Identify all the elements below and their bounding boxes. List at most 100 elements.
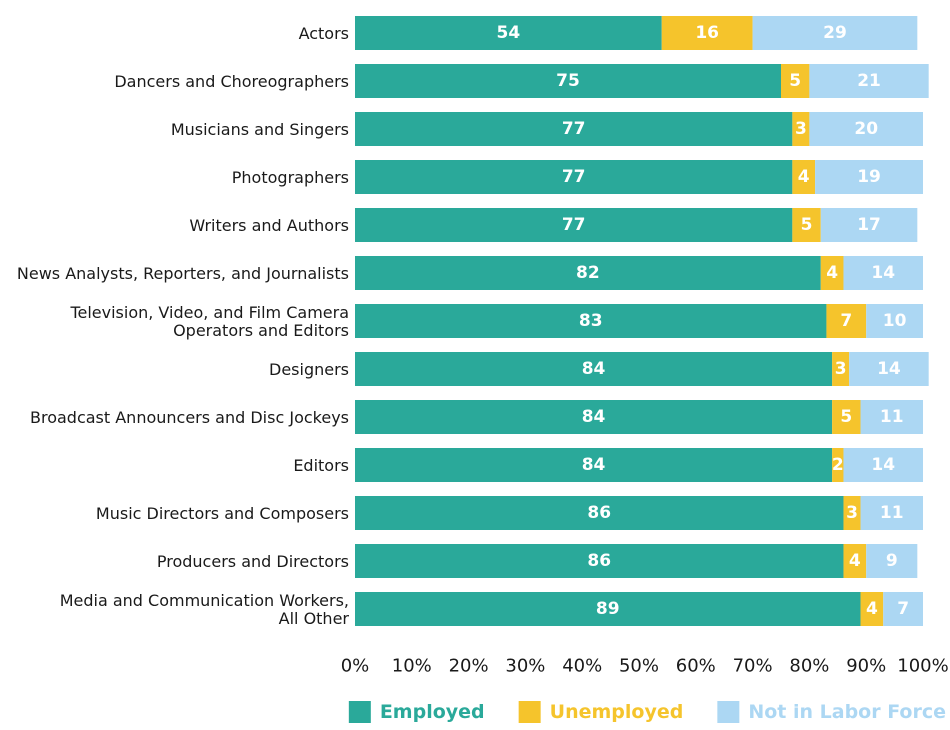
x-tick-label: 30%	[505, 656, 545, 677]
x-tick-label: 80%	[789, 656, 829, 677]
category-label: Musicians and Singers	[171, 120, 349, 139]
legend-swatch-unemployed	[518, 701, 541, 723]
bar-unemployed	[792, 112, 810, 146]
category-label: Music Directors and Composers	[96, 504, 349, 523]
category-label: Producers and Directors	[157, 552, 349, 571]
data-label-unemployed: 5	[840, 407, 852, 427]
bar-not-in-labor-force	[815, 160, 923, 194]
data-label-employed: 83	[579, 311, 603, 331]
x-tick-label: 0%	[341, 656, 370, 677]
bar-not-in-labor-force	[849, 352, 929, 386]
category-label: Media and Communication Workers, All Othe…	[60, 591, 350, 628]
data-label-unemployed: 2	[832, 455, 844, 475]
bar-unemployed	[781, 64, 810, 98]
bar-not-in-labor-force	[866, 544, 918, 578]
category-label: Designers	[269, 360, 349, 379]
bar-employed	[355, 112, 793, 146]
bar-not-in-labor-force	[809, 112, 923, 146]
x-tick-label: 50%	[619, 656, 659, 677]
data-label-not-in-labor-force: 11	[880, 407, 904, 427]
data-label-unemployed: 3	[846, 503, 858, 523]
data-label-unemployed: 4	[798, 167, 810, 187]
bar-employed	[355, 208, 793, 242]
bar-not-in-labor-force	[860, 496, 923, 530]
data-label-not-in-labor-force: 10	[883, 311, 907, 331]
data-label-not-in-labor-force: 14	[877, 359, 901, 379]
category-label: Broadcast Announcers and Disc Jockeys	[30, 408, 349, 427]
bar-not-in-labor-force	[866, 304, 923, 338]
bar-not-in-labor-force	[843, 256, 923, 290]
category-label: Dancers and Choreographers	[114, 72, 349, 91]
bar-employed	[355, 352, 833, 386]
bar-unemployed	[826, 304, 867, 338]
data-label-employed: 54	[497, 23, 521, 43]
bar-not-in-labor-force	[809, 64, 929, 98]
data-label-unemployed: 5	[789, 71, 801, 91]
data-label-not-in-labor-force: 7	[897, 599, 909, 619]
bar-unemployed	[792, 208, 821, 242]
data-label-employed: 84	[582, 359, 606, 379]
bar-unemployed	[832, 448, 844, 482]
data-label-employed: 86	[587, 551, 611, 571]
data-label-not-in-labor-force: 17	[857, 215, 881, 235]
bar-employed	[355, 16, 662, 50]
data-label-employed: 86	[587, 503, 611, 523]
bar-unemployed	[832, 352, 850, 386]
x-tick-label: 60%	[676, 656, 716, 677]
bar-not-in-labor-force	[860, 400, 923, 434]
bar-not-in-labor-force	[820, 208, 918, 242]
category-label: Photographers	[232, 168, 349, 187]
bar-employed	[355, 544, 844, 578]
data-label-unemployed: 16	[695, 23, 719, 43]
data-label-employed: 77	[562, 167, 586, 187]
data-label-employed: 89	[596, 599, 620, 619]
category-label: News Analysts, Reporters, and Journalist…	[17, 264, 349, 283]
x-tick-label: 70%	[733, 656, 773, 677]
bar-unemployed	[792, 160, 816, 194]
data-label-employed: 77	[562, 215, 586, 235]
bar-employed	[355, 256, 821, 290]
data-label-unemployed: 4	[849, 551, 861, 571]
legend-swatch-employed	[348, 701, 371, 723]
bar-unemployed	[843, 544, 867, 578]
data-label-employed: 84	[582, 407, 606, 427]
x-tick-label: 40%	[562, 656, 602, 677]
data-label-not-in-labor-force: 29	[823, 23, 847, 43]
data-label-not-in-labor-force: 11	[880, 503, 904, 523]
data-label-unemployed: 5	[801, 215, 813, 235]
bar-not-in-labor-force	[843, 448, 923, 482]
data-label-employed: 77	[562, 119, 586, 139]
data-label-unemployed: 4	[826, 263, 838, 283]
bar-unemployed	[843, 496, 861, 530]
bar-unemployed	[832, 400, 861, 434]
data-label-not-in-labor-force: 14	[871, 263, 895, 283]
bar-employed	[355, 496, 844, 530]
category-label: Actors	[299, 24, 349, 43]
legend-label-not-in-labor-force: Not in Labor Force	[748, 701, 946, 723]
bar-not-in-labor-force	[752, 16, 918, 50]
x-tick-label: 90%	[846, 656, 886, 677]
data-label-not-in-labor-force: 20	[854, 119, 878, 139]
data-label-not-in-labor-force: 9	[886, 551, 898, 571]
bar-employed	[355, 64, 781, 98]
legend-swatch-not-in-labor-force	[717, 701, 740, 723]
bar-employed	[355, 400, 833, 434]
x-tick-label: 100%	[897, 656, 948, 677]
data-label-unemployed: 4	[866, 599, 878, 619]
bar-employed	[355, 592, 861, 626]
bar-unemployed	[820, 256, 844, 290]
bar-employed	[355, 160, 793, 194]
x-tick-label: 10%	[392, 656, 432, 677]
data-label-unemployed: 7	[840, 311, 852, 331]
data-label-not-in-labor-force: 19	[857, 167, 881, 187]
category-label: Writers and Authors	[189, 216, 349, 235]
x-axis: 0% 10% 20% 30% 40% 50% 60% 70% 80% 90% 100%	[341, 656, 949, 677]
legend-label-unemployed: Unemployed	[550, 701, 684, 723]
x-tick-label: 20%	[449, 656, 489, 677]
category-labels-group: Actors Dancers and Choreographers Musician…	[17, 24, 350, 628]
legend: Not in Labor Force Unemployed Employed	[348, 701, 946, 723]
data-label-employed: 84	[582, 455, 606, 475]
bar-employed	[355, 304, 827, 338]
